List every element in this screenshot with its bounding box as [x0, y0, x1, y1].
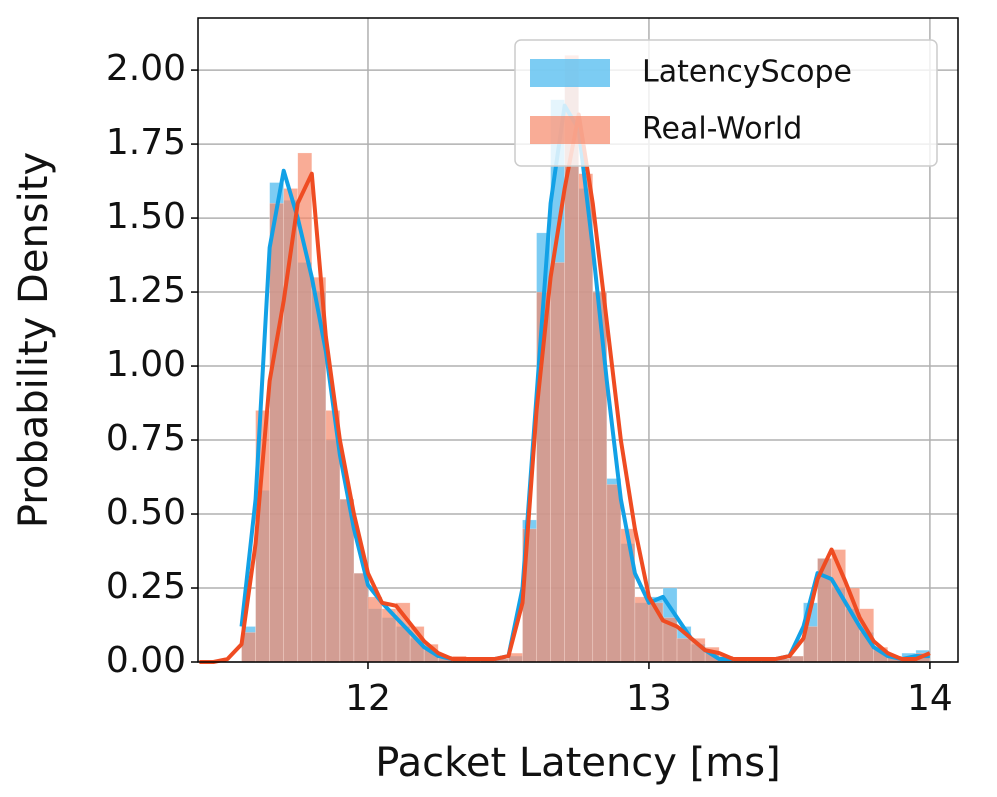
bar	[550, 262, 565, 663]
legend-box	[514, 39, 938, 167]
legend-label: LatencyScope	[642, 55, 852, 90]
y-tick-label: 0.75	[106, 418, 186, 459]
bar	[269, 202, 284, 663]
bar	[578, 173, 594, 663]
bar	[606, 484, 622, 663]
y-tick-label: 0.25	[106, 566, 186, 607]
y-tick-label: 0.50	[106, 492, 186, 533]
y-tick-label: 1.50	[106, 196, 186, 237]
bar	[789, 655, 804, 663]
x-tick-label: 12	[345, 678, 391, 719]
x-tick-label: 13	[626, 678, 672, 719]
x-tick-label: 14	[907, 678, 953, 719]
legend: LatencyScope Real-World	[514, 39, 938, 167]
y-tick-label: 1.00	[106, 344, 186, 385]
density-line	[199, 112, 931, 664]
y-tick-label: 0.00	[106, 640, 186, 681]
y-tick-label: 1.25	[106, 270, 186, 311]
bar	[353, 572, 369, 663]
bar	[676, 638, 692, 663]
legend-swatch	[530, 116, 610, 144]
y-axis-label: Probability Density	[11, 152, 57, 528]
bar	[620, 528, 636, 663]
bar	[367, 596, 383, 663]
legend-swatch	[530, 59, 610, 87]
legend-label: Real-World	[642, 112, 802, 147]
plot-frame	[197, 17, 959, 663]
bar	[634, 596, 650, 663]
x-axis-label: Packet Latency [ms]	[375, 740, 780, 786]
y-tick-label: 1.75	[106, 122, 186, 163]
y-tick-label: 2.00	[106, 48, 186, 89]
